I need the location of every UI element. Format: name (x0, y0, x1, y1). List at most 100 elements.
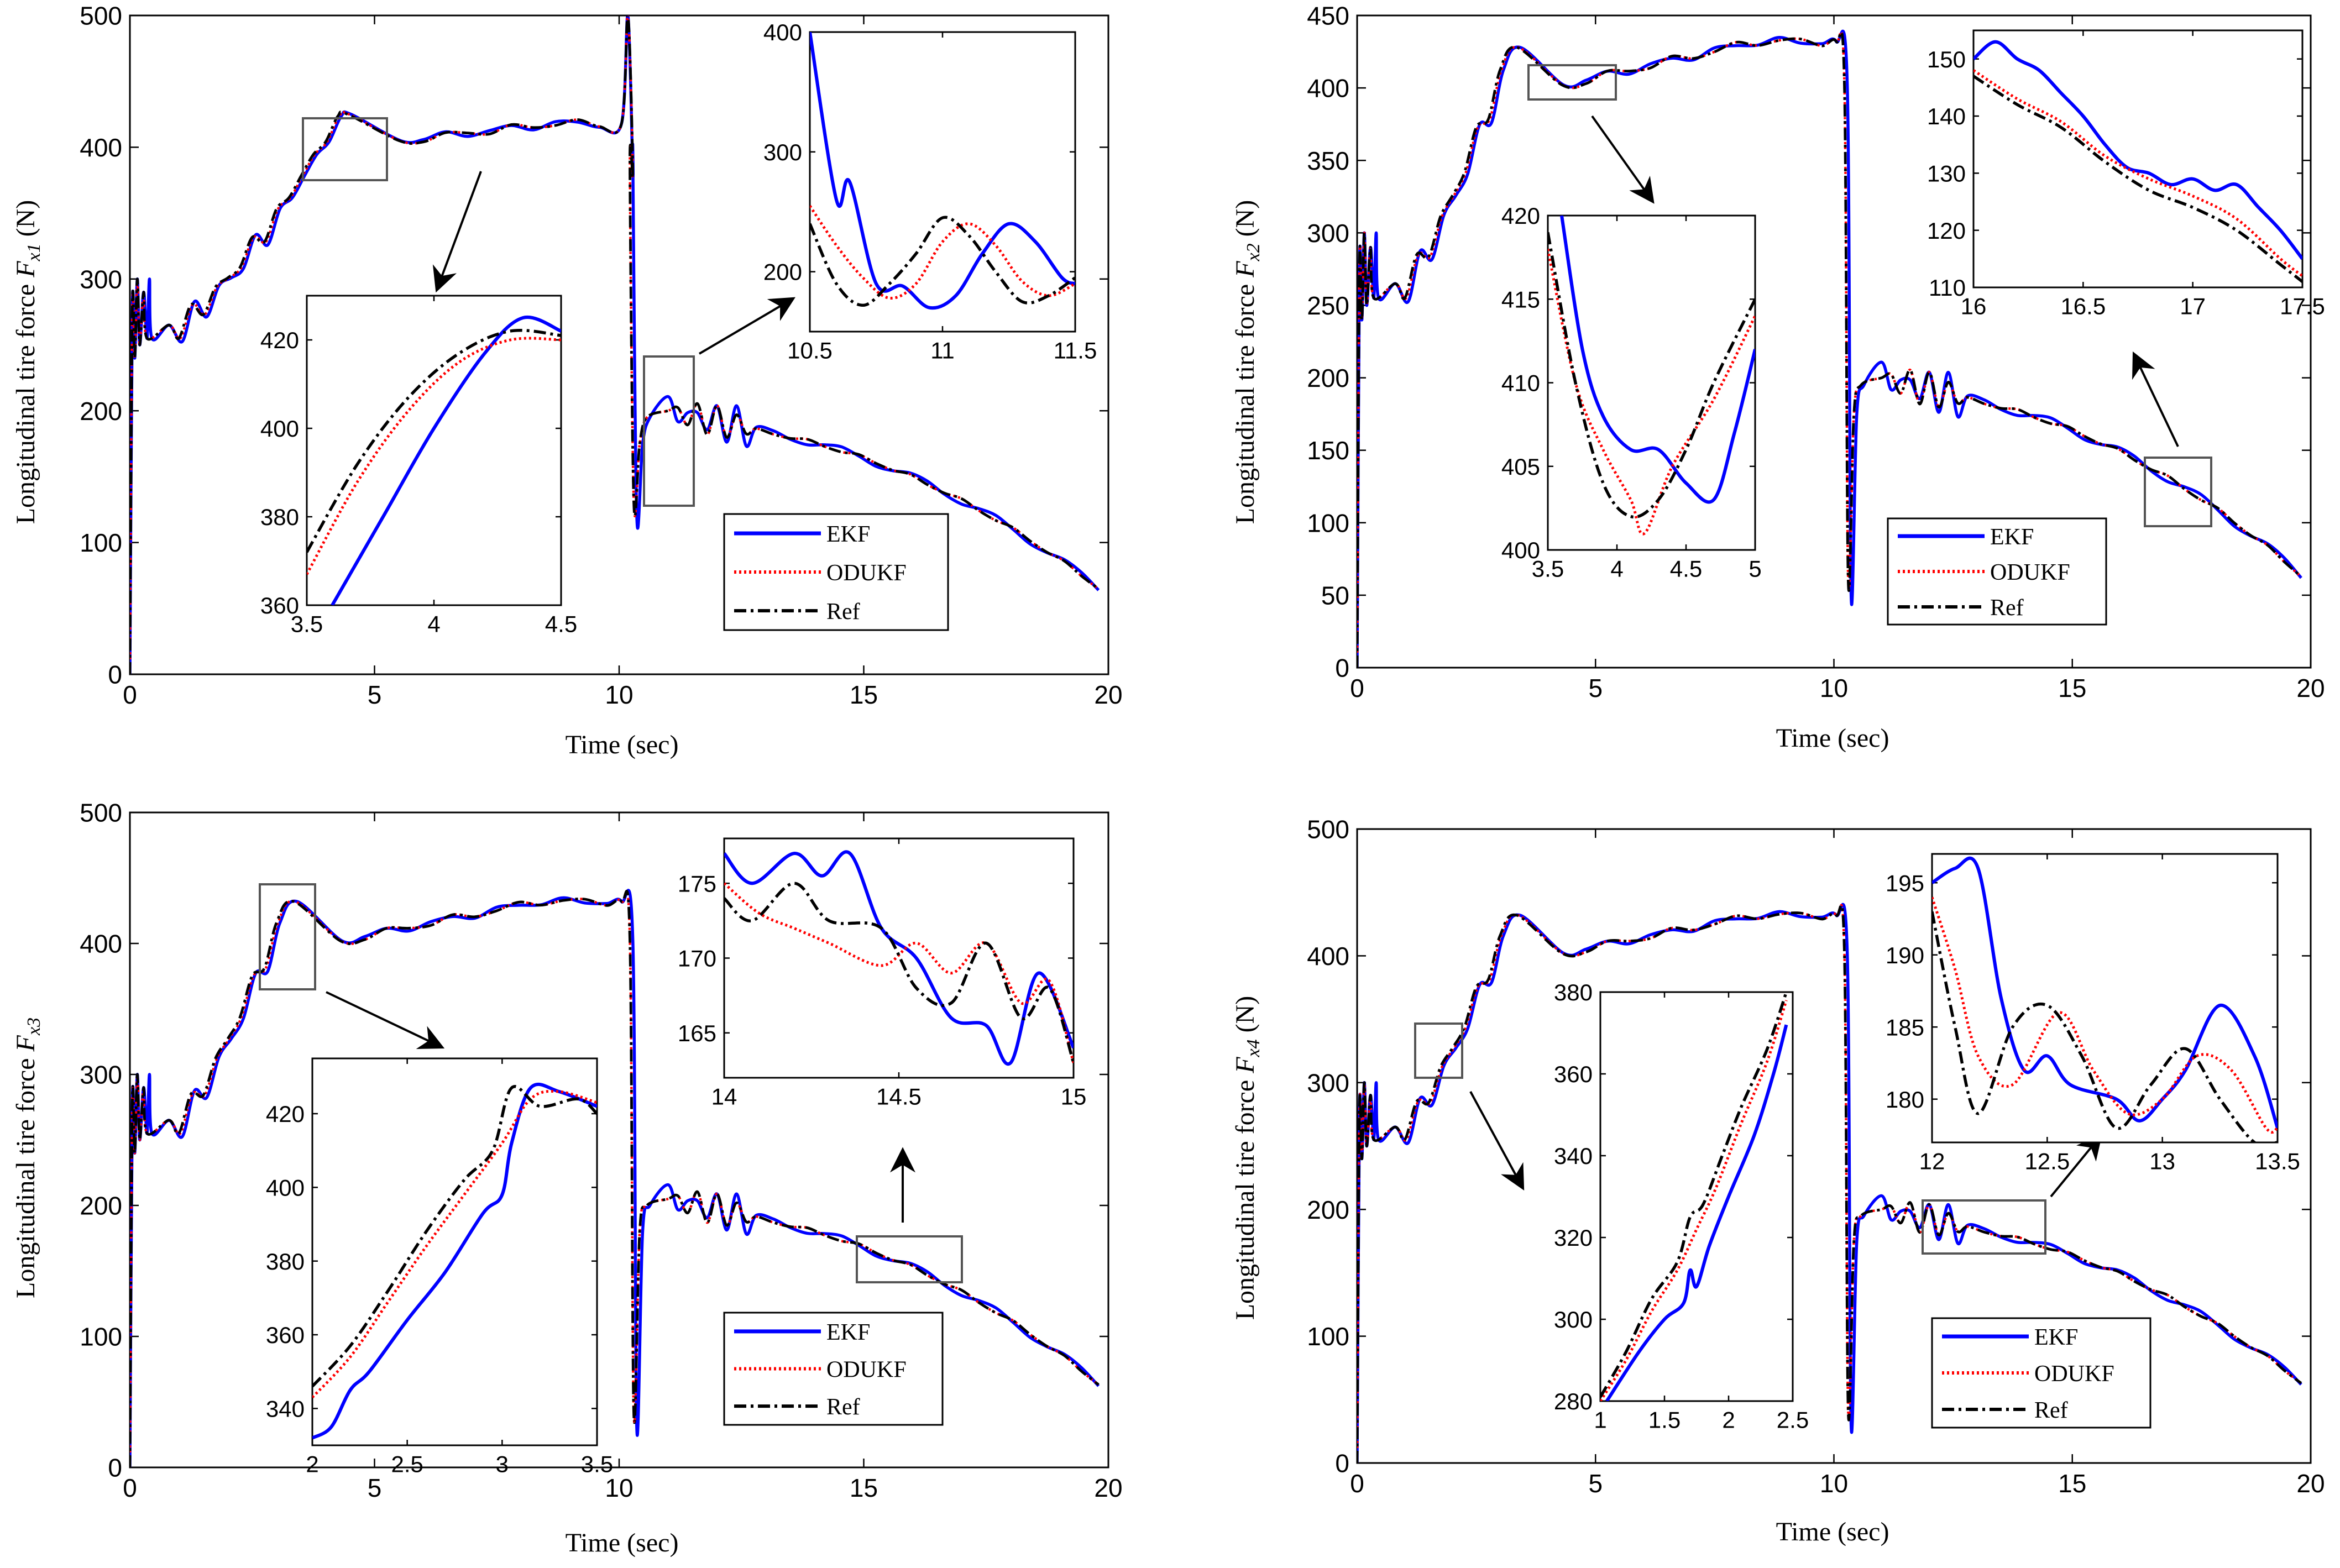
y-tick-label: 360 (260, 592, 299, 618)
series-line-ref (1548, 232, 1755, 519)
y-tick-label: 165 (678, 1020, 716, 1046)
y-tick-label: 360 (1554, 1061, 1593, 1087)
inset-frame (723, 837, 1075, 1079)
y-tick-label: 180 (1886, 1087, 1924, 1113)
x-tick-label: 10.5 (787, 337, 833, 363)
chart-fx2: Longitudinal tire force Fx2 (N) Time (se… (1231, 2, 2325, 753)
x-tick-label: 20 (1094, 1473, 1122, 1502)
x-tick-label: 11.5 (1054, 337, 1097, 363)
y-tick-label: 200 (80, 1192, 122, 1220)
legend-label-odukf: ODUKF (1990, 560, 2070, 585)
legend-label-ref: Ref (826, 1394, 860, 1420)
series-line-ref (1357, 904, 2302, 1463)
inset-axes: 2 2.5 3 3.5 340 360 380 400 420 (266, 1057, 613, 1477)
x-tick-label: 11 (930, 337, 955, 363)
y-tick-label: 410 (1501, 370, 1540, 396)
x-tick-label: 4.5 (1670, 555, 1702, 581)
zoom-region-box (2144, 457, 2212, 527)
legend: EKF ODUKF Ref (1931, 1317, 2151, 1429)
x-tick-label: 4.5 (545, 611, 577, 637)
y-tick-label: 400 (266, 1174, 305, 1200)
y-tick-label: 100 (80, 1323, 122, 1351)
y-tick-label: 100 (1307, 1322, 1349, 1351)
series-line-ekf (724, 850, 1074, 1066)
x-tick-label: 10 (1820, 1469, 1848, 1498)
x-tick-label: 14 (711, 1083, 737, 1109)
y-tick-label: 0 (108, 1454, 122, 1482)
legend-label-ekf: EKF (826, 1320, 870, 1345)
inset-frame (306, 295, 562, 606)
x-tick-label: 3.5 (291, 611, 323, 637)
zoom-arrow (1591, 115, 1655, 204)
inset-frame (1972, 29, 2304, 289)
zoom-region-box (1527, 64, 1617, 101)
y-tick-label: 120 (1927, 218, 1966, 244)
y-tick-label: 0 (1335, 1449, 1349, 1478)
y-tick-label: 400 (1307, 942, 1349, 971)
chart-fx3: Longitudinal tire force Fx3 Time (sec) 0… (11, 799, 1123, 1557)
zoom-arrow (2050, 1134, 2102, 1198)
zoom-region-box (259, 883, 316, 990)
x-tick-label: 15 (850, 680, 878, 709)
y-tick-label: 400 (260, 416, 299, 442)
series-line-ekf (1973, 40, 2302, 260)
series-line-odukf (810, 205, 1075, 300)
y-tick-label: 0 (108, 660, 122, 689)
x-tick-label: 15 (1061, 1083, 1087, 1109)
series-line-ekf (1605, 1024, 1788, 1401)
series-line-odukf (1600, 1000, 1788, 1401)
x-tick-label: 12 (1919, 1148, 1945, 1174)
y-tick-label: 380 (260, 504, 299, 530)
series-line-ekf (312, 1082, 597, 1440)
y-tick-label: 340 (1554, 1143, 1593, 1169)
zoom-arrow (1469, 1091, 1525, 1191)
x-tick-label: 2 (1722, 1407, 1735, 1433)
y-tick-label: 250 (1307, 291, 1349, 320)
series-line-odukf (1932, 896, 2278, 1134)
y-tick-label: 110 (1929, 275, 1966, 301)
inset-axes: 10.5 11 11.5 200 300 400 (763, 19, 1097, 363)
y-tick-label: 300 (763, 139, 802, 165)
x-tick-label: 12.5 (2024, 1148, 2070, 1174)
zoom-region-box (1414, 1022, 1463, 1079)
y-tick-label: 420 (1501, 203, 1540, 229)
series-line-ekf (331, 315, 561, 605)
x-axis-label: Time (sec) (1776, 723, 1889, 753)
zoom-group: 3.5 4 4.5 360 380 400 420 (260, 117, 577, 637)
x-tick-label: 10 (605, 680, 633, 709)
x-tick-label: 5 (368, 1473, 382, 1502)
y-tick-label: 500 (1307, 815, 1349, 844)
series-line-ref (1932, 911, 2278, 1142)
legend-label-ref: Ref (826, 599, 860, 625)
inset-frame (1599, 991, 1794, 1402)
y-tick-label: 150 (1307, 436, 1349, 465)
y-tick-label: 100 (1307, 508, 1349, 537)
y-tick-label: 350 (1307, 146, 1349, 175)
zoom-arrow (326, 991, 445, 1049)
y-tick-label: 320 (1554, 1225, 1593, 1251)
y-tick-label: 420 (266, 1101, 305, 1127)
legend-label-ekf: EKF (2034, 1325, 2078, 1350)
y-tick-label: 170 (678, 946, 716, 972)
y-axis-label: Longitudinal tire force Fx4 (N) (1231, 996, 1264, 1320)
zoom-region-box (856, 1235, 963, 1283)
inset-axes: 12 12.5 13 13.5 180 185 190 195 (1886, 853, 2300, 1174)
y-tick-label: 400 (80, 133, 122, 162)
y-tick-label: 190 (1886, 942, 1924, 968)
inset-axes: 3.5 4 4.5 360 380 400 420 (260, 295, 577, 637)
y-tick-label: 200 (80, 397, 122, 426)
series-line-ref (312, 1085, 597, 1388)
x-tick-label: 20 (1094, 680, 1122, 709)
x-axis-label: Time (sec) (566, 1528, 679, 1557)
series-line-ekf (810, 32, 1075, 310)
zoom-group: 14 14.5 15 165 170 175 (678, 837, 1087, 1283)
inset-frame (1547, 214, 1756, 551)
series-line-ref (1973, 75, 2302, 283)
y-tick-label: 280 (1554, 1388, 1593, 1414)
x-tick-label: 5 (1588, 1469, 1603, 1498)
x-tick-label: 10 (1820, 674, 1848, 702)
y-tick-label: 200 (763, 259, 802, 285)
x-tick-label: 2.5 (1777, 1407, 1809, 1433)
chart-fx4: Longitudinal tire force Fx4 (N) Time (se… (1231, 815, 2325, 1546)
